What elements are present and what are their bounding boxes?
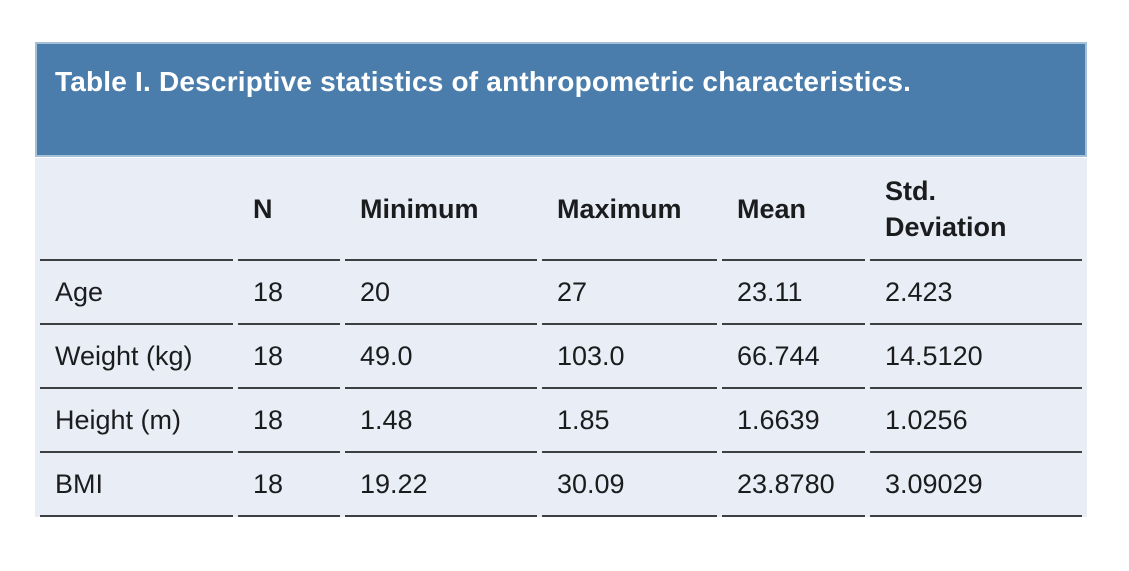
cell-mean: 23.8780 bbox=[722, 453, 865, 517]
cell-std-deviation: 14.5120 bbox=[870, 325, 1082, 389]
cell-n: 18 bbox=[238, 261, 340, 325]
cell-std-deviation: 2.423 bbox=[870, 261, 1082, 325]
cell-n: 18 bbox=[238, 453, 340, 517]
row-label: Age bbox=[40, 261, 233, 325]
cell-n: 18 bbox=[238, 325, 340, 389]
row-label: Height (m) bbox=[40, 389, 233, 453]
cell-minimum: 1.48 bbox=[345, 389, 537, 453]
statistics-table: N Minimum Maximum Mean Std. Deviation Ag… bbox=[35, 158, 1087, 517]
col-header-maximum: Maximum bbox=[542, 158, 717, 261]
table-row-height: Height (m) 18 1.48 1.85 1.6639 1.0256 bbox=[40, 389, 1082, 453]
table-row-bmi: BMI 18 19.22 30.09 23.8780 3.09029 bbox=[40, 453, 1082, 517]
cell-minimum: 49.0 bbox=[345, 325, 537, 389]
col-header-mean: Mean bbox=[722, 158, 865, 261]
col-header-minimum: Minimum bbox=[345, 158, 537, 261]
col-header-n: N bbox=[238, 158, 340, 261]
col-header-variable bbox=[40, 158, 233, 261]
cell-n: 18 bbox=[238, 389, 340, 453]
cell-minimum: 19.22 bbox=[345, 453, 537, 517]
cell-std-deviation: 3.09029 bbox=[870, 453, 1082, 517]
cell-maximum: 30.09 bbox=[542, 453, 717, 517]
header-row: N Minimum Maximum Mean Std. Deviation bbox=[40, 158, 1082, 261]
table-title: Table I. Descriptive statistics of anthr… bbox=[55, 66, 912, 97]
cell-maximum: 27 bbox=[542, 261, 717, 325]
cell-minimum: 20 bbox=[345, 261, 537, 325]
table-figure: Table I. Descriptive statistics of anthr… bbox=[35, 42, 1087, 517]
cell-maximum: 103.0 bbox=[542, 325, 717, 389]
table-row-age: Age 18 20 27 23.11 2.423 bbox=[40, 261, 1082, 325]
cell-std-deviation: 1.0256 bbox=[870, 389, 1082, 453]
cell-maximum: 1.85 bbox=[542, 389, 717, 453]
col-header-std-deviation: Std. Deviation bbox=[870, 158, 1082, 261]
cell-mean: 1.6639 bbox=[722, 389, 865, 453]
row-label: Weight (kg) bbox=[40, 325, 233, 389]
row-label: BMI bbox=[40, 453, 233, 517]
table-row-weight: Weight (kg) 18 49.0 103.0 66.744 14.5120 bbox=[40, 325, 1082, 389]
cell-mean: 66.744 bbox=[722, 325, 865, 389]
table-title-banner: Table I. Descriptive statistics of anthr… bbox=[35, 42, 1087, 157]
cell-mean: 23.11 bbox=[722, 261, 865, 325]
col-header-std-deviation-label: Std. Deviation bbox=[885, 175, 1007, 242]
